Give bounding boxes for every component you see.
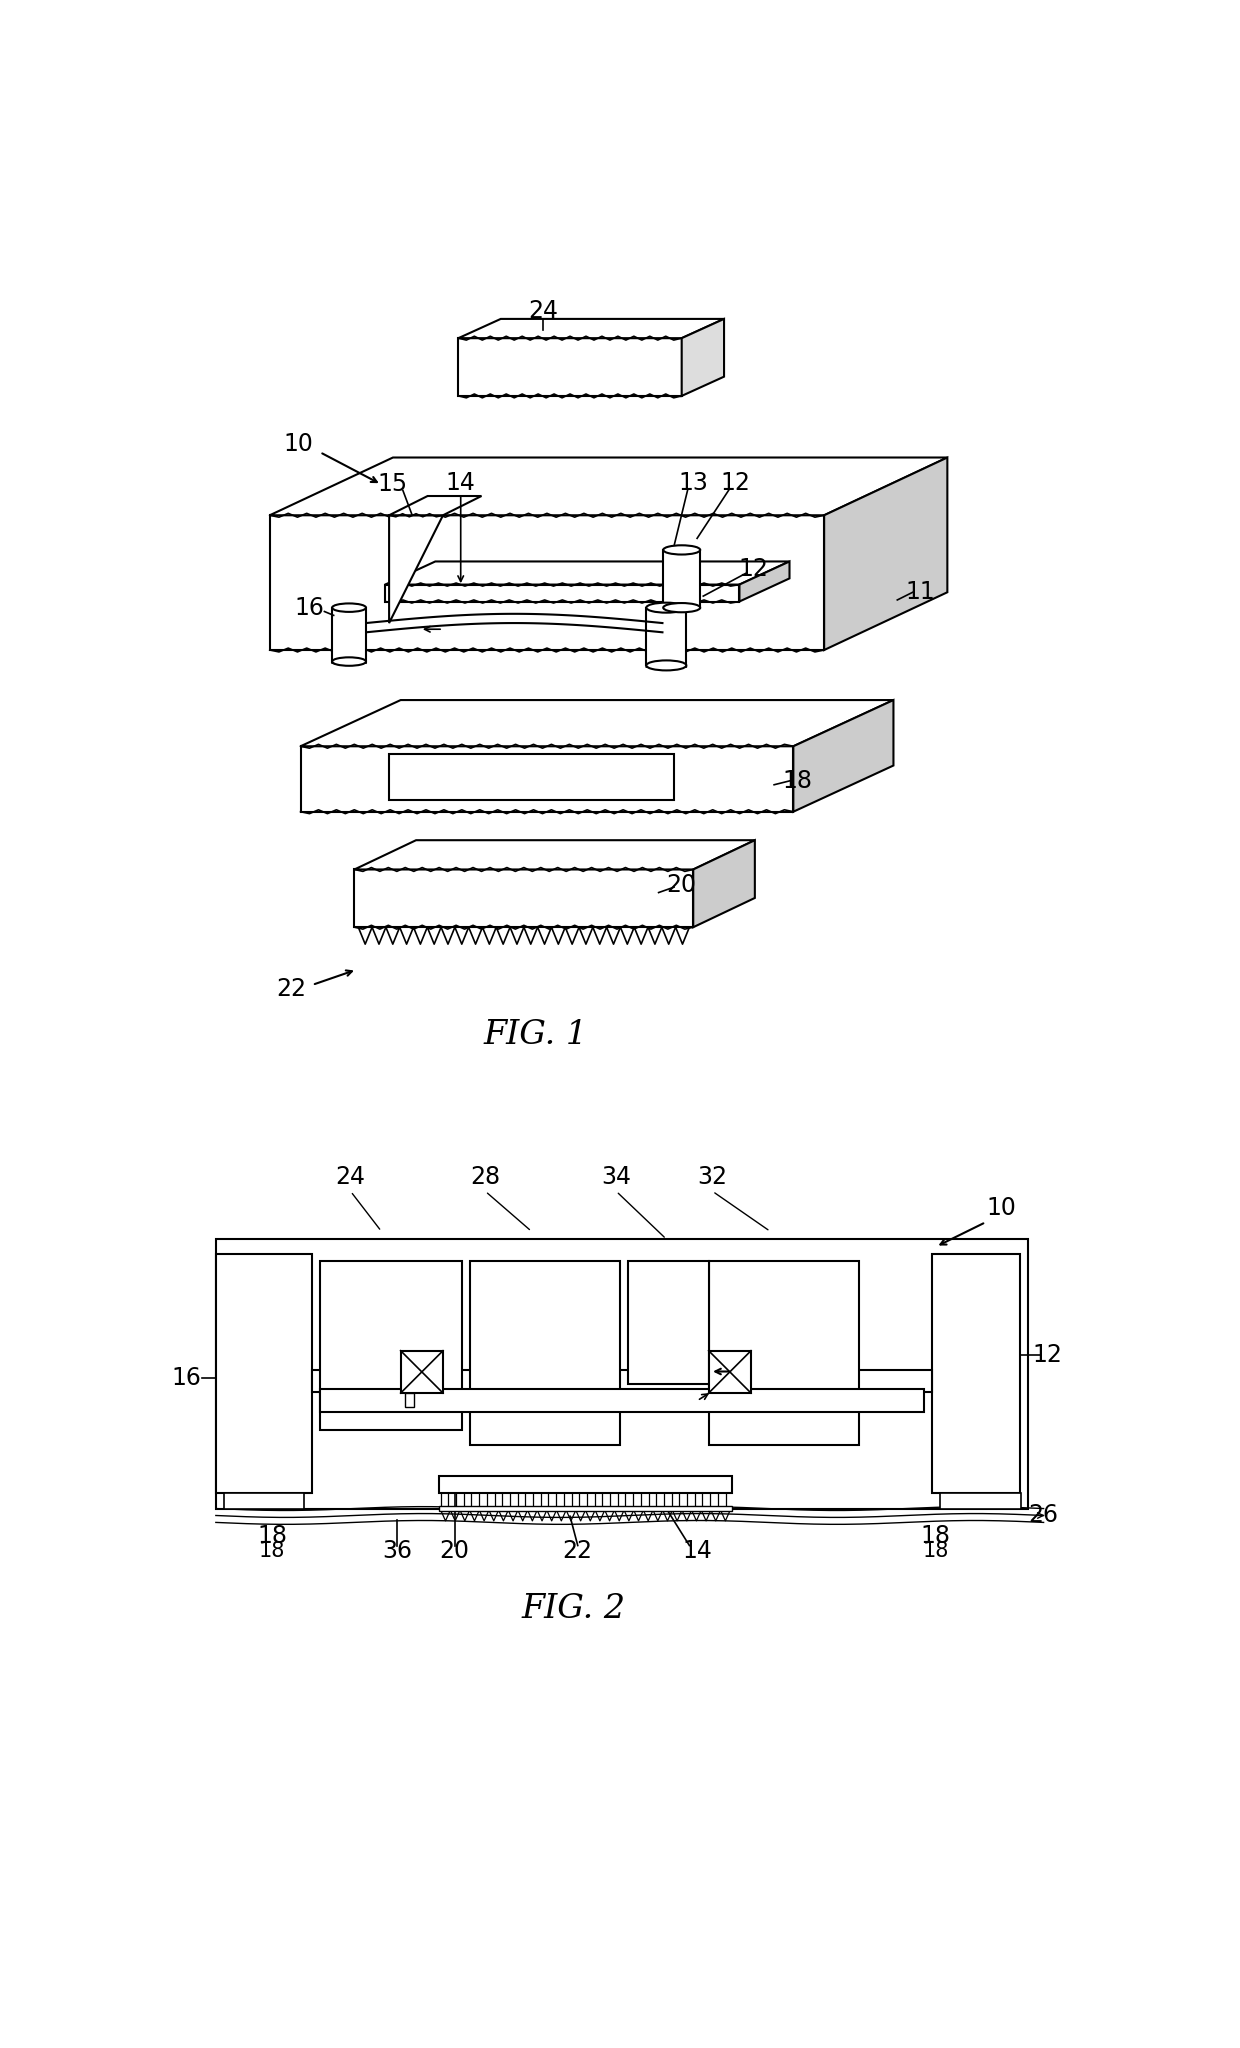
Text: 20: 20 [667, 872, 697, 897]
Polygon shape [386, 561, 790, 584]
Bar [470, 1262, 620, 1446]
Bar [439, 1477, 732, 1493]
Text: 18: 18 [782, 768, 812, 793]
Text: 36: 36 [382, 1538, 412, 1563]
Text: 12: 12 [1033, 1343, 1063, 1366]
Bar [627, 1262, 708, 1384]
Bar [216, 1255, 312, 1493]
Text: 18: 18 [257, 1524, 286, 1548]
Text: 16: 16 [171, 1366, 202, 1391]
Bar [940, 1493, 1021, 1509]
Polygon shape [300, 745, 794, 811]
Text: 24: 24 [336, 1165, 366, 1190]
Text: FIG. 2: FIG. 2 [522, 1593, 626, 1624]
Bar [223, 1493, 304, 1509]
Text: 18: 18 [259, 1540, 285, 1561]
Bar [320, 1262, 463, 1430]
Ellipse shape [663, 545, 701, 555]
Polygon shape [459, 338, 682, 395]
Polygon shape [389, 754, 675, 801]
Text: 13: 13 [678, 471, 708, 496]
Bar [320, 1389, 924, 1413]
Polygon shape [825, 457, 947, 649]
Text: 10: 10 [986, 1196, 1017, 1221]
Text: 14: 14 [682, 1538, 712, 1563]
Ellipse shape [646, 659, 686, 670]
Text: 28: 28 [470, 1165, 501, 1190]
Text: 12: 12 [720, 471, 750, 496]
Bar [216, 1239, 1028, 1509]
Text: 12: 12 [738, 557, 769, 582]
Polygon shape [389, 496, 481, 516]
Ellipse shape [332, 604, 366, 612]
Polygon shape [270, 457, 947, 516]
Text: FIG. 1: FIG. 1 [484, 1020, 588, 1051]
Polygon shape [794, 700, 894, 811]
Text: 11: 11 [905, 580, 935, 604]
Text: 32: 32 [697, 1165, 728, 1190]
Bar [332, 608, 366, 662]
Bar [401, 1352, 443, 1393]
Polygon shape [355, 870, 693, 928]
Text: 16: 16 [294, 596, 324, 621]
Bar [312, 1370, 932, 1391]
Text: 22: 22 [563, 1538, 593, 1563]
Ellipse shape [663, 602, 701, 612]
Bar [663, 551, 701, 608]
Text: 10: 10 [283, 432, 314, 457]
Text: 34: 34 [601, 1165, 631, 1190]
Ellipse shape [332, 657, 366, 666]
Text: 22: 22 [277, 977, 306, 1001]
Text: 26: 26 [1029, 1503, 1059, 1528]
Text: 20: 20 [439, 1538, 470, 1563]
Polygon shape [389, 516, 443, 623]
Polygon shape [355, 840, 755, 870]
Text: 14: 14 [445, 471, 476, 496]
Polygon shape [270, 516, 825, 649]
Text: 24: 24 [528, 299, 558, 324]
Text: 18: 18 [923, 1540, 949, 1561]
Polygon shape [459, 319, 724, 338]
Bar [404, 1393, 414, 1407]
Polygon shape [300, 700, 894, 745]
Text: 18: 18 [921, 1524, 951, 1548]
Polygon shape [739, 561, 790, 602]
Bar [646, 608, 686, 666]
Bar [439, 1505, 732, 1511]
Ellipse shape [646, 602, 686, 612]
Bar [932, 1255, 1021, 1493]
Text: 15: 15 [378, 473, 408, 496]
Bar [708, 1262, 859, 1446]
Bar [708, 1352, 751, 1393]
Polygon shape [386, 584, 739, 602]
Polygon shape [693, 840, 755, 928]
Polygon shape [682, 319, 724, 395]
